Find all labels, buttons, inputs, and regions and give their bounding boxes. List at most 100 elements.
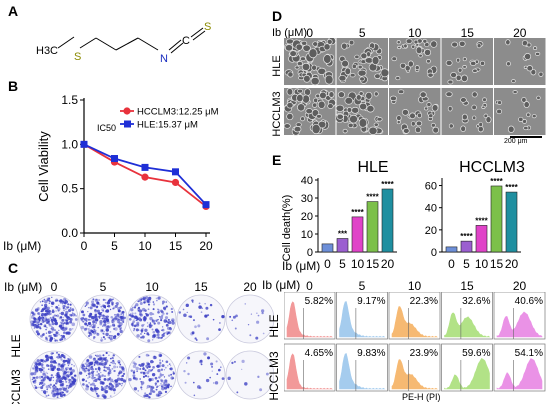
- cell: [373, 91, 379, 97]
- colony: [38, 381, 42, 385]
- colony: [81, 367, 86, 371]
- colony: [171, 318, 175, 322]
- histogram: [339, 301, 386, 338]
- colony: [137, 300, 139, 303]
- colony: [161, 314, 164, 317]
- colony: [52, 387, 55, 390]
- colony: [35, 365, 39, 369]
- colony: [35, 325, 39, 329]
- cell: [302, 94, 310, 104]
- histogram: [444, 312, 491, 338]
- culture-plate: [176, 350, 226, 400]
- colony: [49, 312, 52, 315]
- colony: [137, 390, 140, 392]
- colony: [59, 299, 63, 303]
- colony: [121, 385, 123, 387]
- colony: [58, 376, 61, 379]
- f-col-label: 0: [306, 279, 313, 293]
- cell: [336, 113, 344, 120]
- colony: [218, 328, 221, 332]
- colony: [210, 362, 214, 366]
- colony: [104, 389, 106, 391]
- colony: [146, 366, 149, 369]
- colony: [154, 328, 158, 332]
- colony: [48, 323, 52, 327]
- colony: [220, 366, 222, 368]
- colony: [142, 371, 146, 375]
- bar: [460, 240, 473, 253]
- colony: [51, 326, 55, 331]
- colony: [44, 300, 48, 304]
- culture-plate: [225, 294, 274, 344]
- cell: [417, 112, 423, 119]
- colony: [140, 336, 143, 339]
- cell: [316, 114, 322, 119]
- colony: [233, 360, 236, 363]
- bar-x-axis-label: Ib (μM): [282, 259, 320, 273]
- colony: [99, 319, 103, 324]
- cell: [349, 114, 358, 124]
- cell: [284, 123, 291, 129]
- colony: [45, 354, 49, 358]
- colony: [90, 387, 94, 391]
- significance-marker: ***: [338, 230, 348, 239]
- cell: [414, 65, 420, 71]
- atom-terminal-sulfur: S: [204, 21, 211, 33]
- colony: [93, 387, 96, 389]
- legend-entry: HLE:15.37 μM: [137, 120, 198, 131]
- cell: [286, 112, 294, 121]
- colony: [109, 378, 114, 383]
- colony: [109, 395, 112, 397]
- colony: [34, 361, 38, 365]
- colony: [45, 326, 48, 329]
- colony: [40, 375, 44, 379]
- colony: [66, 384, 68, 387]
- colony: [135, 377, 138, 381]
- colony: [147, 339, 151, 343]
- colony: [34, 376, 37, 379]
- cell: [411, 44, 416, 49]
- colony: [44, 392, 46, 394]
- colony: [112, 306, 116, 310]
- colony: [36, 364, 38, 367]
- colony: [209, 376, 211, 379]
- colony: [73, 313, 76, 316]
- colony: [91, 373, 95, 377]
- colony: [149, 311, 153, 316]
- colony: [104, 338, 106, 340]
- cell: [338, 74, 347, 82]
- cell: [300, 116, 305, 122]
- colony: [170, 376, 174, 380]
- cell: [426, 102, 432, 107]
- colony: [170, 373, 173, 376]
- data-point: [202, 201, 210, 209]
- colony: [87, 334, 91, 338]
- colony: [106, 301, 111, 305]
- colony: [103, 306, 105, 308]
- colony: [48, 302, 51, 304]
- colony: [147, 368, 152, 373]
- colony: [132, 376, 136, 380]
- colony: [259, 388, 263, 392]
- colony: [158, 359, 162, 362]
- colony: [139, 378, 142, 380]
- colony: [110, 361, 112, 364]
- colony: [265, 372, 269, 376]
- colony: [249, 334, 252, 337]
- colony: [84, 322, 88, 326]
- cell: [478, 121, 483, 128]
- colony: [136, 317, 139, 320]
- colony: [57, 307, 61, 311]
- colony: [61, 327, 65, 332]
- colony: [136, 370, 139, 373]
- colony: [216, 373, 219, 375]
- d-col-label: 5: [358, 26, 366, 40]
- colony: [229, 315, 232, 318]
- colony: [112, 308, 114, 310]
- colony: [40, 386, 44, 390]
- bond: [137, 37, 159, 51]
- colony: [121, 367, 125, 371]
- colony: [241, 368, 243, 370]
- colony: [73, 382, 76, 386]
- colony: [262, 332, 265, 335]
